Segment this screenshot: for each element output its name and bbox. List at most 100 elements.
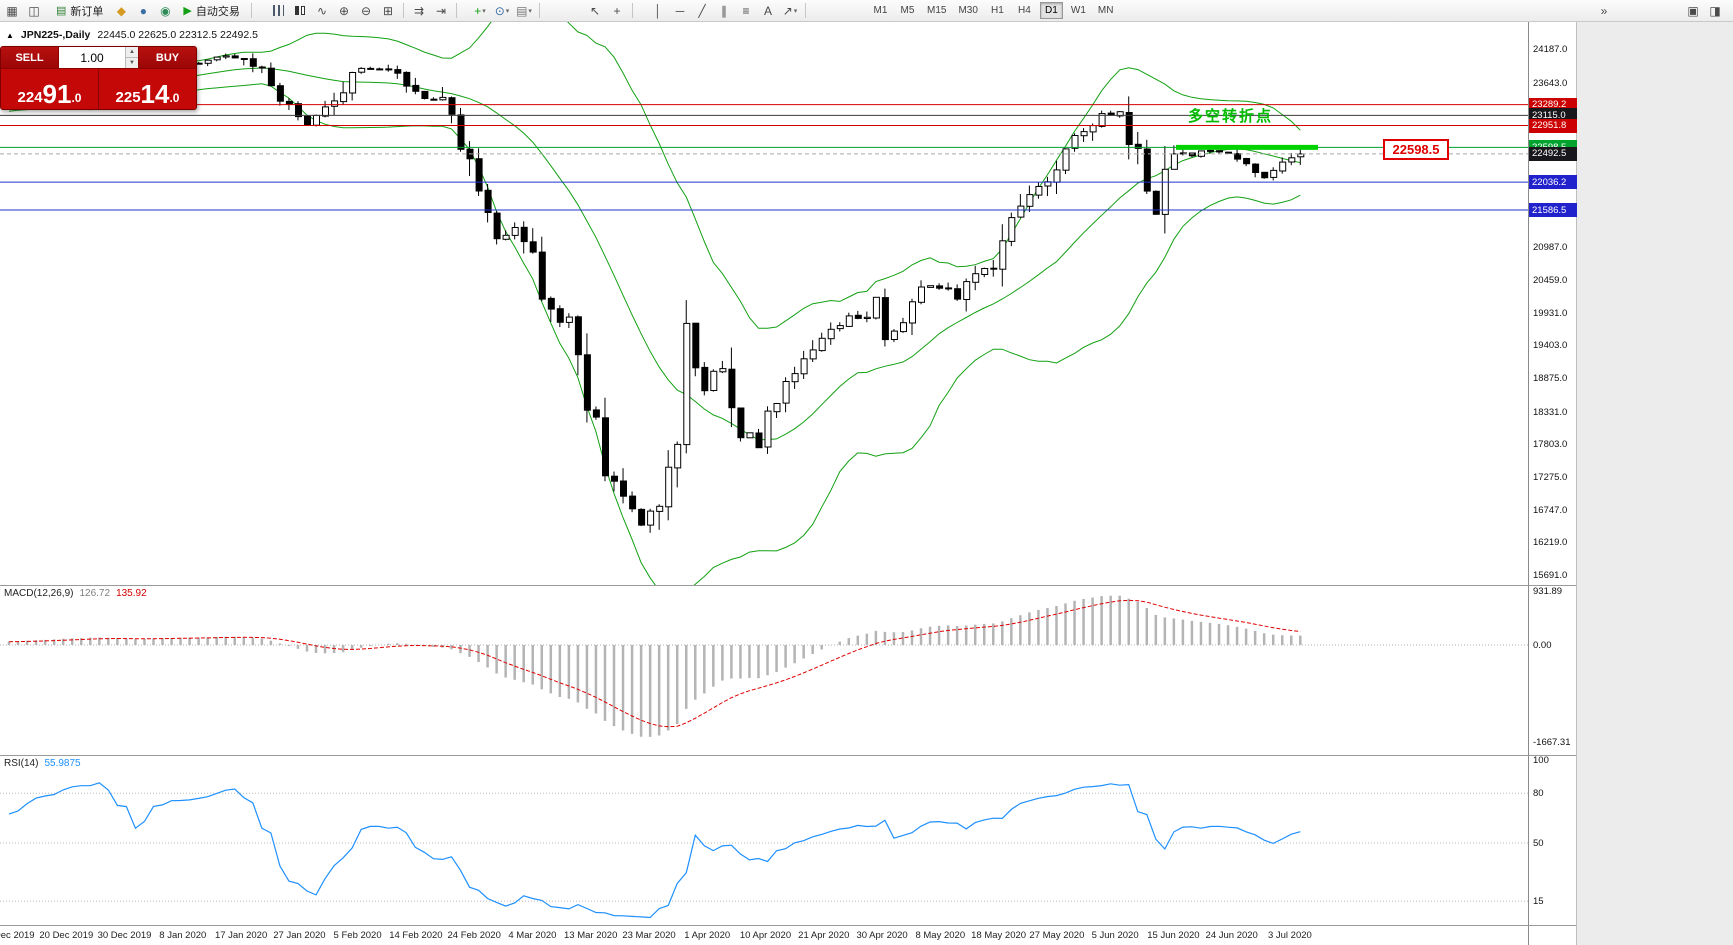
candle	[900, 322, 907, 333]
candle	[547, 297, 555, 310]
macd-pane[interactable]	[0, 595, 1528, 737]
turning-point-annotation[interactable]: 多空转折点	[1188, 108, 1274, 125]
price-badge-22951.8: 22951.8	[1529, 118, 1577, 133]
candle	[845, 315, 853, 327]
templates-icon[interactable]: ▤ ▾	[516, 3, 532, 18]
pane-separator-rsi[interactable]	[0, 755, 1576, 756]
volume-up-button[interactable]: ▲	[126, 47, 138, 58]
toolbar-separator	[805, 3, 806, 18]
equidistant-channel-icon[interactable]: ∥	[721, 3, 727, 18]
cursor-icon[interactable]: ↖	[589, 3, 601, 18]
volume-down-button[interactable]: ▼	[126, 58, 138, 68]
toolbar-overflow-chevron[interactable]: »	[1600, 3, 1608, 18]
sell-button[interactable]: SELL	[1, 47, 59, 68]
profiles-icon[interactable]: ◫	[28, 3, 40, 18]
pane-separator-macd[interactable]	[0, 585, 1576, 586]
global-variables-icon[interactable]: ●	[139, 3, 148, 18]
timeframe-MN[interactable]: MN	[1097, 5, 1114, 16]
candle	[1134, 143, 1142, 149]
price-pane[interactable]	[0, 22, 1528, 597]
history-center-icon[interactable]: ◆	[116, 3, 127, 18]
mini-candle-hollow	[301, 6, 305, 15]
new-order-button[interactable]: ▤ 新订单	[50, 2, 109, 20]
candle	[1143, 148, 1151, 192]
timeframe-D1[interactable]: D1	[1039, 2, 1063, 19]
timeframe-M15[interactable]: M15	[927, 5, 947, 16]
data-window-icon[interactable]: ◨	[1709, 3, 1721, 18]
buy-button[interactable]: BUY	[138, 47, 196, 68]
candle	[1026, 194, 1034, 207]
price-badge-21586.5: 21586.5	[1529, 203, 1577, 217]
price-badge-23289.2: 23289.2	[1529, 97, 1577, 112]
text-label-icon[interactable]: A	[763, 3, 772, 18]
date-label: 21 Apr 2020	[798, 930, 850, 941]
candle	[890, 330, 898, 341]
volume-input[interactable]: 1.00	[80, 50, 104, 65]
candle	[430, 98, 438, 101]
candle	[340, 92, 348, 103]
candle	[746, 432, 754, 439]
trendline-icon[interactable]: ╱	[698, 3, 706, 18]
web-community-icon[interactable]: ◉	[160, 3, 171, 18]
zoom-in-icon[interactable]: ⊕	[338, 3, 350, 18]
candle	[331, 100, 339, 107]
timeframe-M30[interactable]: M30	[958, 5, 978, 16]
date-label: 20 Dec 2019	[39, 930, 94, 941]
bollinger-upper-band	[8, 22, 1301, 329]
toolbar-separator	[250, 3, 252, 18]
candle	[475, 158, 483, 192]
fibonacci-icon[interactable]: ≡	[742, 3, 750, 18]
date-label: 4 Mar 2020	[508, 930, 557, 941]
autotrading-button[interactable]: ▶ 自动交易	[177, 2, 245, 20]
candle	[981, 268, 989, 275]
periods-icon[interactable]: ⊙ ▾	[494, 3, 510, 18]
candlestick-chart-type-icon[interactable]	[290, 2, 310, 20]
buy-price-display[interactable]: 225 14.0	[99, 69, 196, 109]
candle	[1008, 217, 1016, 242]
timeframe-H1[interactable]: H1	[991, 5, 1004, 16]
macd-histogram	[7, 595, 1302, 737]
auto-scroll-icon[interactable]: ⇉	[413, 3, 425, 18]
candle	[1252, 163, 1260, 174]
zoom-out-icon[interactable]: ⊖	[360, 3, 372, 18]
main-chart-svg[interactable]	[0, 22, 1528, 945]
toolbar-group-cursors: ↖ +	[585, 0, 636, 21]
candle	[403, 71, 411, 87]
macd-signal-line	[8, 599, 1301, 728]
candle	[881, 297, 889, 341]
candle	[258, 66, 266, 69]
date-label: 5 Jun 2020	[1091, 930, 1139, 941]
rsi-pane[interactable]	[0, 782, 1528, 919]
price-scale-label: 23643.0	[1533, 77, 1568, 89]
chart-shift-icon[interactable]: ⇥	[435, 3, 447, 18]
candle	[773, 403, 781, 413]
indicators-icon[interactable]: + ▾	[474, 3, 486, 18]
candle	[448, 97, 456, 115]
crosshair-icon[interactable]: +	[613, 3, 621, 18]
price-scale-label: 24187.0	[1533, 44, 1568, 55]
collapse-panel-icon[interactable]: ▲	[6, 30, 14, 40]
line-chart-type-icon[interactable]: ∿	[316, 3, 328, 18]
price-scale[interactable]: 24187.0 23643.0 20987.0 20459.0 19931.0 19403…	[1528, 22, 1577, 945]
arrow-tools-icon[interactable]: ↗ ▾	[782, 3, 798, 18]
tile-windows-icon[interactable]: ⊞	[382, 3, 394, 18]
date-label: 8 May 2020	[915, 930, 966, 941]
vertical-line-icon[interactable]: │	[654, 3, 662, 18]
new-chart-icon[interactable]: ▦	[6, 3, 18, 18]
sell-price-display[interactable]: 224 91.0	[1, 69, 99, 109]
macd-signal-value: 135.92	[116, 588, 147, 599]
candle	[1270, 169, 1278, 178]
price-callout-box[interactable]: 22598.5	[1383, 139, 1449, 160]
print-icon[interactable]: ▣	[1687, 3, 1699, 18]
timeframe-M1[interactable]: M1	[873, 5, 888, 16]
timeframe-M5[interactable]: M5	[900, 5, 915, 16]
timeframe-H4[interactable]: H4	[1018, 5, 1031, 16]
horizontal-line-icon[interactable]: ─	[675, 3, 685, 18]
date-label: 8 Jan 2020	[159, 930, 207, 941]
timeframe-W1[interactable]: W1	[1070, 5, 1086, 16]
candle	[945, 287, 953, 290]
rsi-line	[8, 782, 1301, 919]
bar-chart-type-icon[interactable]	[268, 2, 288, 20]
